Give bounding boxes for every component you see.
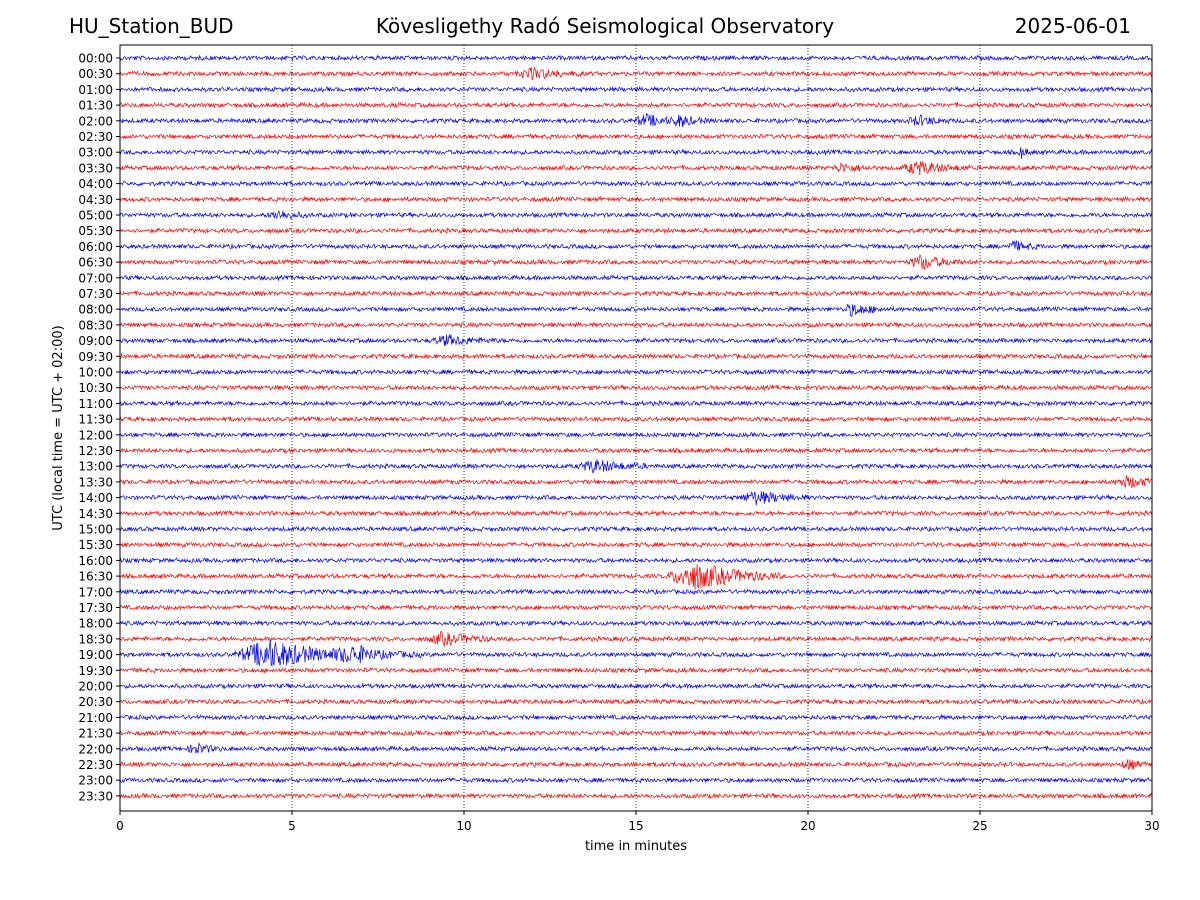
trace-1200 <box>119 431 1153 439</box>
trace-0500 <box>119 210 1153 220</box>
y-tick-label: 22:30 <box>78 758 113 772</box>
y-tick-label: 06:00 <box>78 240 113 254</box>
x-tick-label: 20 <box>800 819 815 833</box>
y-tick-label: 23:30 <box>78 789 113 803</box>
trace-1930 <box>119 666 1153 674</box>
trace-0430 <box>119 195 1153 203</box>
y-tick-label: 19:00 <box>78 648 113 662</box>
trace-2000 <box>119 682 1153 690</box>
trace-0600 <box>119 240 1153 251</box>
y-tick-label: 01:00 <box>78 83 113 97</box>
y-tick-label: 08:30 <box>78 318 113 332</box>
y-tick-label: 10:30 <box>78 381 113 395</box>
trace-1130 <box>119 415 1153 423</box>
trace-0100 <box>119 85 1153 94</box>
gridline-group <box>291 45 981 811</box>
y-tick-label: 23:00 <box>78 774 113 788</box>
y-tick-label: 04:30 <box>78 193 113 207</box>
trace-1900 <box>119 639 1153 667</box>
y-tick-label: 20:00 <box>78 680 113 694</box>
y-tick-label: 18:30 <box>78 632 113 646</box>
x-tick-label: 10 <box>456 819 471 833</box>
trace-0530 <box>119 227 1153 235</box>
y-tick-label: 01:30 <box>78 99 113 113</box>
y-tick-label: 04:00 <box>78 177 113 191</box>
y-tick-label: 05:30 <box>78 224 113 238</box>
trace-1100 <box>119 399 1153 407</box>
y-tick-label: 15:00 <box>78 523 113 537</box>
y-tick-label: 02:00 <box>78 114 113 128</box>
trace-0800 <box>119 303 1153 317</box>
y-tick-label: 10:00 <box>78 366 113 380</box>
y-tick-label: 16:30 <box>78 570 113 584</box>
y-tick-label: 11:00 <box>78 397 113 411</box>
x-tick-label: 25 <box>972 819 987 833</box>
y-tick-label: 09:00 <box>78 334 113 348</box>
y-tick-label: 07:30 <box>78 287 113 301</box>
y-tick-label: 14:00 <box>78 491 113 505</box>
y-tick-label: 12:30 <box>78 444 113 458</box>
y-tick-label: 13:30 <box>78 475 113 489</box>
x-tick-label: 0 <box>116 819 124 833</box>
y-tick-label: 07:00 <box>78 271 113 285</box>
y-tick-label: 21:30 <box>78 727 113 741</box>
y-tick-label: 21:00 <box>78 711 113 725</box>
x-axis-label: time in minutes <box>585 839 687 854</box>
y-tick-label: 02:30 <box>78 130 113 144</box>
y-tick-label: 05:00 <box>78 209 113 223</box>
y-tick-label: 03:00 <box>78 146 113 160</box>
y-tick-label: 09:30 <box>78 350 113 364</box>
trace-2230 <box>119 759 1153 770</box>
y-tick-label: 22:00 <box>78 742 113 756</box>
y-tick-label: 06:30 <box>78 256 113 270</box>
y-tick-label: 17:30 <box>78 601 113 615</box>
trace-2030 <box>119 698 1153 706</box>
x-tick-label: 5 <box>288 819 296 833</box>
date-title: 2025-06-01 <box>1014 14 1131 38</box>
x-axis: 0 5 10 15 20 25 30 <box>116 811 1160 833</box>
station-title: HU_Station_BUD <box>69 14 234 38</box>
x-tick-label: 15 <box>628 819 643 833</box>
trace-1500 <box>119 525 1153 533</box>
y-tick-label: 08:00 <box>78 303 113 317</box>
trace-1300 <box>119 459 1153 474</box>
y-axis-label: UTC (local time = UTC + 02:00) <box>51 325 66 530</box>
trace-1730 <box>119 603 1153 611</box>
y-tick-label: 19:30 <box>78 664 113 678</box>
x-tick-label: 30 <box>1144 819 1159 833</box>
y-tick-label: 13:00 <box>78 460 113 474</box>
trace-0930 <box>119 352 1153 360</box>
y-tick-label: 15:30 <box>78 538 113 552</box>
y-tick-label: 18:00 <box>78 617 113 631</box>
y-tick-label: 17:00 <box>78 585 113 599</box>
y-tick-label: 14:30 <box>78 507 113 521</box>
y-tick-label: 00:00 <box>78 52 113 66</box>
y-tick-label: 20:30 <box>78 695 113 709</box>
y-tick-label: 12:00 <box>78 428 113 442</box>
y-tick-label: 03:30 <box>78 161 113 175</box>
observatory-title: Kövesligethy Radó Seismological Observat… <box>375 14 835 38</box>
y-tick-label: 00:30 <box>78 67 113 81</box>
trace-2130 <box>119 729 1153 737</box>
y-tick-label: 11:30 <box>78 413 113 427</box>
trace-1000 <box>119 368 1153 376</box>
y-tick-label: 16:00 <box>78 554 113 568</box>
